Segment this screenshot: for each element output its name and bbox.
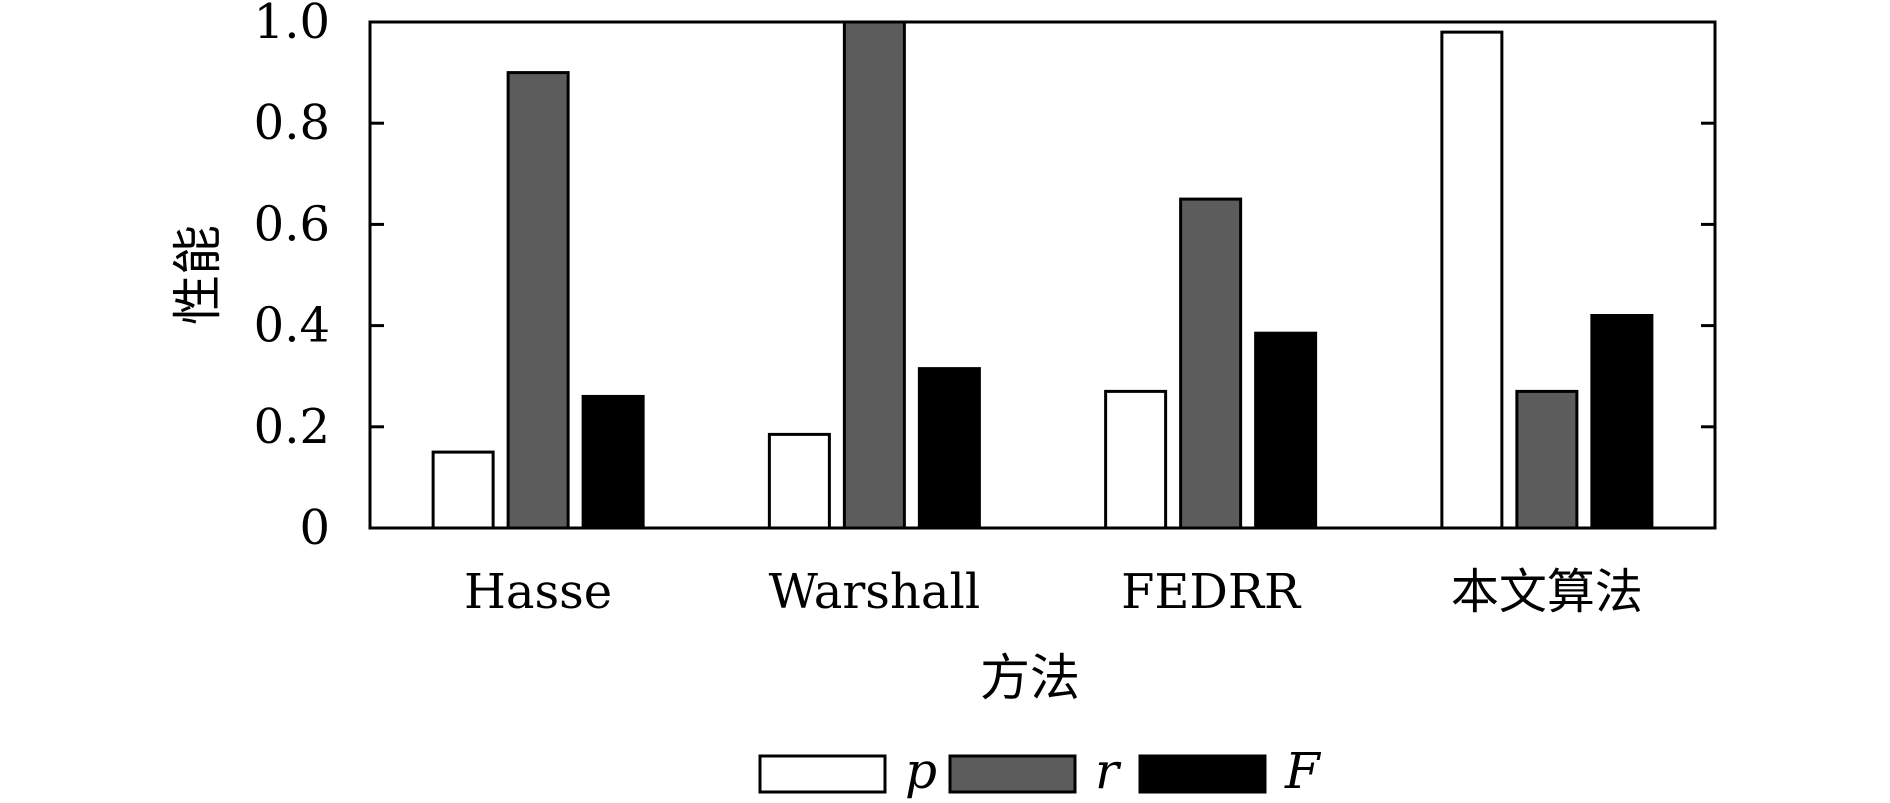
x-category-label: FEDRR [1121,564,1302,620]
x-category-label: Hasse [464,564,612,620]
bar-r-0 [506,71,570,530]
legend-swatch-r [948,754,1077,794]
bar-p-1 [767,432,831,530]
legend-label-p: p [905,742,937,800]
bar-p-0 [431,450,495,530]
x-category-label: Warshall [769,564,981,620]
y-tick-label: 0.4 [254,298,330,354]
bar-r-3 [1515,389,1579,530]
plot-frame [368,20,1717,530]
y-axis-ticks: 0 0.2 0.4 0.6 0.8 1.0 [254,0,1715,556]
bar-p-3 [1440,30,1504,530]
x-axis-category-labels: Hasse Warshall FEDRR 本文算法 [464,564,1643,620]
y-tick-label: 0.2 [254,399,330,455]
bars-group [431,20,1654,530]
y-axis-title: 性能 [169,225,227,325]
legend-label-F: F [1284,742,1322,800]
bar-F-1 [917,367,981,530]
bar-r-1 [842,20,906,530]
y-tick-label: 0.6 [254,196,330,252]
bar-r-2 [1179,197,1243,530]
x-axis-title: 方法 [980,649,1080,707]
legend-swatch-p [758,754,887,794]
y-tick-label: 1.0 [254,0,330,50]
legend-label-r: r [1095,742,1122,800]
bar-p-2 [1104,389,1168,530]
y-tick-label: 0 [299,500,330,556]
x-category-label: 本文算法 [1451,564,1643,620]
bar-F-0 [581,394,645,530]
legend-swatch-F [1138,754,1267,794]
y-tick-label: 0.8 [254,95,330,151]
bar-F-3 [1590,313,1654,530]
bar-F-2 [1254,331,1318,530]
